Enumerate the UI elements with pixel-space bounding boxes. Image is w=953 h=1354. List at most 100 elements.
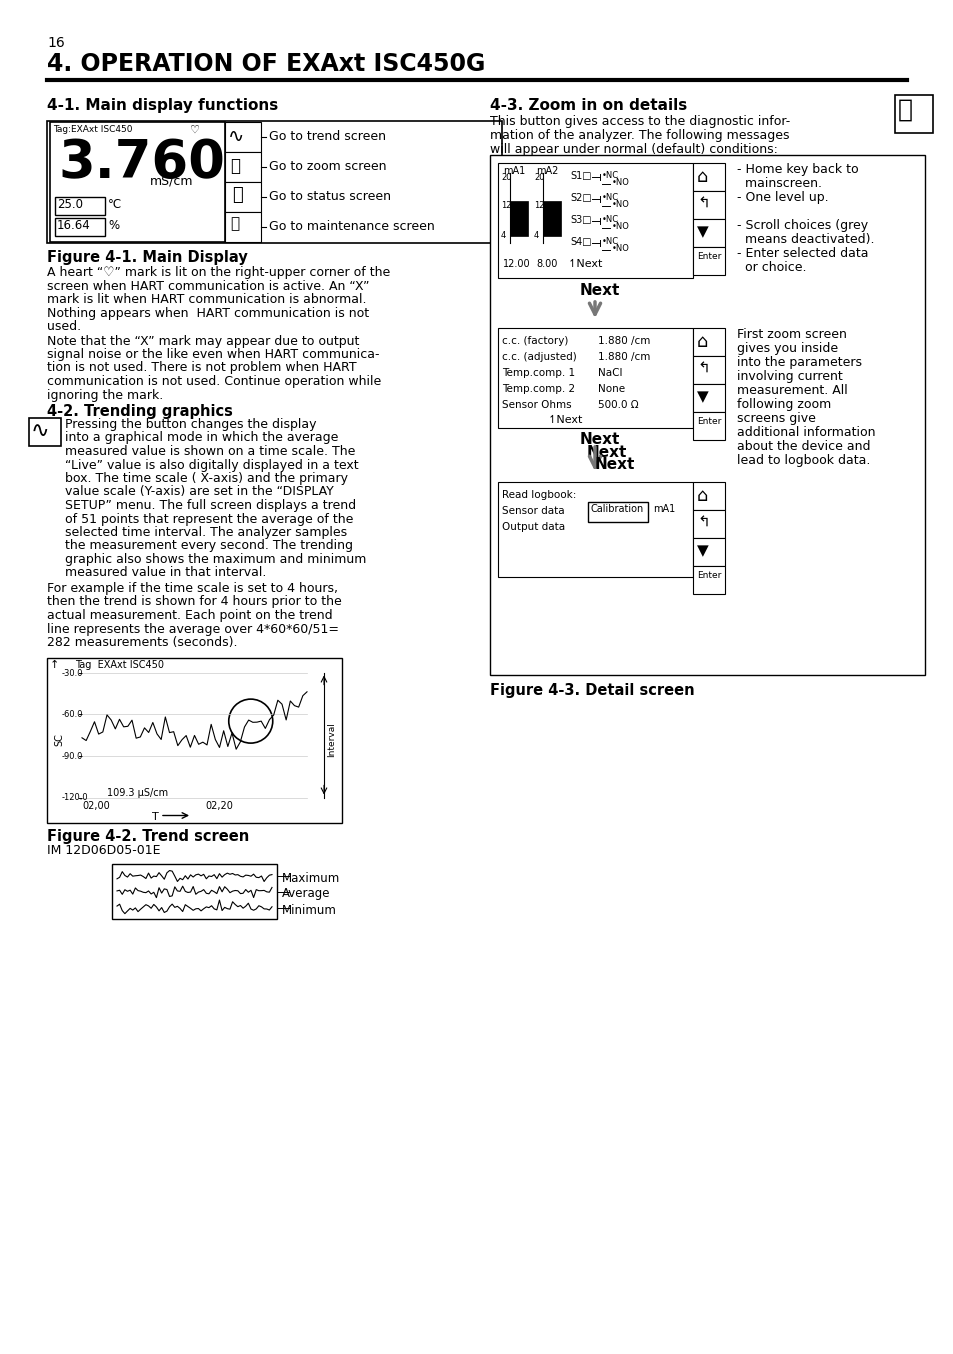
Bar (692, 356, 724, 385)
Text: Figure 4-1. Main Display: Figure 4-1. Main Display (47, 250, 248, 265)
Text: •NC: •NC (601, 194, 618, 202)
Text: Next: Next (586, 445, 627, 460)
Text: mainscreen.: mainscreen. (737, 177, 821, 190)
Text: will appear under normal (default) conditions:: will appear under normal (default) condi… (490, 144, 777, 156)
Text: about the device and: about the device and (737, 440, 869, 454)
Bar (692, 162, 724, 191)
Text: ⓘ: ⓘ (232, 185, 242, 204)
Text: screens give: screens give (737, 412, 815, 425)
Bar (692, 412, 724, 440)
Text: S1□: S1□ (569, 171, 591, 181)
Text: Next: Next (579, 283, 619, 298)
Text: 12.00: 12.00 (502, 259, 530, 269)
Bar (225, 152, 261, 181)
Text: mA2: mA2 (536, 167, 558, 176)
Text: 02,00: 02,00 (82, 800, 110, 811)
Text: Temp.comp. 1: Temp.comp. 1 (501, 368, 575, 378)
Text: Interval: Interval (327, 722, 336, 757)
Text: ▼: ▼ (697, 223, 708, 240)
Bar (894, 95, 932, 133)
Text: Enter: Enter (697, 252, 720, 261)
Bar (55, 218, 105, 236)
Text: Tag  EXAxt ISC450: Tag EXAxt ISC450 (75, 661, 164, 670)
Text: into a graphical mode in which the average: into a graphical mode in which the avera… (65, 432, 338, 444)
Text: -120.0: -120.0 (62, 793, 89, 803)
Text: •NC: •NC (601, 237, 618, 246)
Text: IM 12D06D05-01E: IM 12D06D05-01E (47, 844, 160, 857)
Text: lead to logbook data.: lead to logbook data. (737, 454, 869, 467)
Text: the measurement every second. The trending: the measurement every second. The trendi… (65, 539, 353, 552)
Text: 3.760: 3.760 (58, 137, 225, 190)
Text: gives you inside: gives you inside (737, 343, 838, 355)
Bar (490, 154, 924, 676)
Text: 20: 20 (500, 173, 511, 181)
Text: 4-1. Main display functions: 4-1. Main display functions (47, 97, 278, 112)
Bar (692, 385, 724, 412)
Text: -90.0: -90.0 (62, 751, 83, 761)
Text: Tag:EXAxt ISC450: Tag:EXAxt ISC450 (53, 125, 132, 134)
Text: Go to maintenance screen: Go to maintenance screen (269, 221, 435, 233)
Text: Read logbook:: Read logbook: (501, 490, 576, 500)
Text: •NO: •NO (612, 200, 629, 209)
Text: 282 measurements (seconds).: 282 measurements (seconds). (47, 636, 237, 649)
Text: mation of the analyzer. The following messages: mation of the analyzer. The following me… (490, 129, 789, 142)
Text: •NO: •NO (612, 177, 629, 187)
Text: Enter: Enter (697, 571, 720, 580)
Text: Figure 4-2. Trend screen: Figure 4-2. Trend screen (47, 829, 249, 844)
Text: Maximum: Maximum (282, 872, 340, 884)
Text: Note that the “X” mark may appear due to output: Note that the “X” mark may appear due to… (47, 334, 359, 348)
Text: Temp.comp. 2: Temp.comp. 2 (501, 385, 575, 394)
Text: graphic also shows the maximum and minimum: graphic also shows the maximum and minim… (65, 552, 366, 566)
Text: 109.3 µS/cm: 109.3 µS/cm (107, 788, 168, 798)
Text: used.: used. (47, 320, 81, 333)
Bar (587, 502, 647, 523)
Text: 16.64: 16.64 (57, 219, 91, 232)
Bar (47, 121, 501, 242)
Bar (692, 328, 724, 356)
Text: 4: 4 (534, 232, 538, 240)
Text: measured value in that interval.: measured value in that interval. (65, 566, 266, 580)
Text: SC: SC (54, 733, 64, 746)
Bar (692, 191, 724, 219)
Bar (542, 200, 560, 236)
Text: ↿Next: ↿Next (547, 414, 583, 425)
Text: 8.00: 8.00 (536, 259, 557, 269)
Bar (692, 510, 724, 538)
Bar (692, 482, 724, 510)
Text: Pressing the button changes the display: Pressing the button changes the display (65, 418, 316, 431)
Bar (510, 200, 527, 236)
Text: ↿Next: ↿Next (567, 259, 602, 269)
Text: following zoom: following zoom (737, 398, 830, 412)
Text: First zoom screen: First zoom screen (737, 328, 846, 341)
Text: 500.0 Ω: 500.0 Ω (598, 399, 638, 410)
Text: •NO: •NO (612, 222, 629, 232)
Text: S3□: S3□ (569, 215, 591, 225)
Text: 12: 12 (500, 200, 511, 210)
Text: mS/cm: mS/cm (150, 175, 193, 187)
Text: 1.880 /cm: 1.880 /cm (598, 352, 650, 362)
Text: box. The time scale ( X-axis) and the primary: box. The time scale ( X-axis) and the pr… (65, 473, 348, 485)
Text: ▼: ▼ (697, 389, 708, 403)
Bar (692, 538, 724, 566)
Text: selected time interval. The analyzer samples: selected time interval. The analyzer sam… (65, 525, 347, 539)
Text: ∿: ∿ (228, 127, 244, 146)
Text: ▼: ▼ (697, 543, 708, 558)
Bar (692, 246, 724, 275)
Text: ⌂: ⌂ (697, 487, 708, 505)
Text: °C: °C (108, 198, 122, 211)
Text: - Scroll choices (grey: - Scroll choices (grey (737, 219, 867, 232)
Text: For example if the time scale is set to 4 hours,: For example if the time scale is set to … (47, 582, 337, 594)
Text: into the parameters: into the parameters (737, 356, 862, 370)
Text: mark is lit when HART communication is abnormal.: mark is lit when HART communication is a… (47, 292, 366, 306)
Text: of 51 points that represent the average of the: of 51 points that represent the average … (65, 513, 353, 525)
Text: -30.0: -30.0 (62, 669, 84, 677)
Text: ∿: ∿ (30, 421, 50, 441)
Bar (225, 122, 261, 152)
Text: 🔍: 🔍 (897, 97, 912, 122)
Text: actual measurement. Each point on the trend: actual measurement. Each point on the tr… (47, 609, 333, 621)
Text: 12: 12 (534, 200, 544, 210)
Text: Sensor data: Sensor data (501, 506, 564, 516)
Text: NaCl: NaCl (598, 368, 622, 378)
Text: S2□: S2□ (569, 194, 591, 203)
Text: -60.0: -60.0 (62, 709, 84, 719)
